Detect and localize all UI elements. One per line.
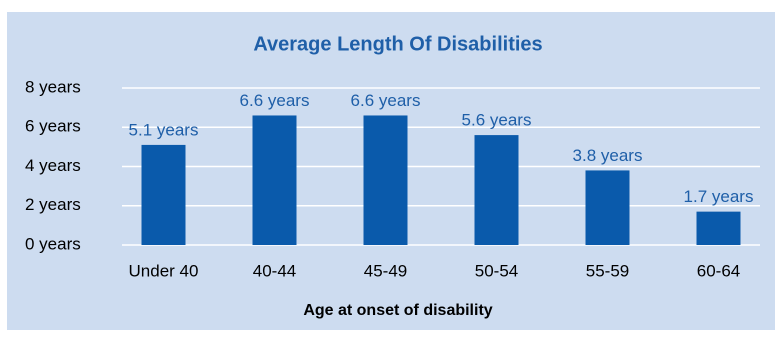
y-tick-label: 6 years [25,117,81,136]
y-tick-label: 0 years [25,234,81,253]
bar [585,170,630,245]
x-tick-label: 40-44 [253,261,296,280]
value-label: 3.8 years [573,146,643,165]
x-tick-label: 45-49 [364,261,407,280]
value-label: 5.1 years [129,120,199,139]
x-tick-label: Under 40 [129,261,199,280]
bar [252,115,297,245]
bar [696,211,741,245]
y-tick-label: 4 years [25,156,81,175]
value-label: 5.6 years [462,111,532,130]
bar [363,115,408,245]
y-tick-label: 2 years [25,195,81,214]
value-label: 6.6 years [240,91,310,110]
x-tick-label: 50-54 [475,261,518,280]
x-tick-label: 55-59 [586,261,629,280]
bar [141,144,186,245]
value-label: 6.6 years [351,91,421,110]
value-label: 1.7 years [684,187,754,206]
chart-title: Average Length Of Disabilities [253,33,542,55]
bar [474,135,519,245]
x-axis-title: Age at onset of disability [303,302,492,319]
x-tick-label: 60-64 [697,261,740,280]
y-tick-label: 8 years [25,77,81,96]
